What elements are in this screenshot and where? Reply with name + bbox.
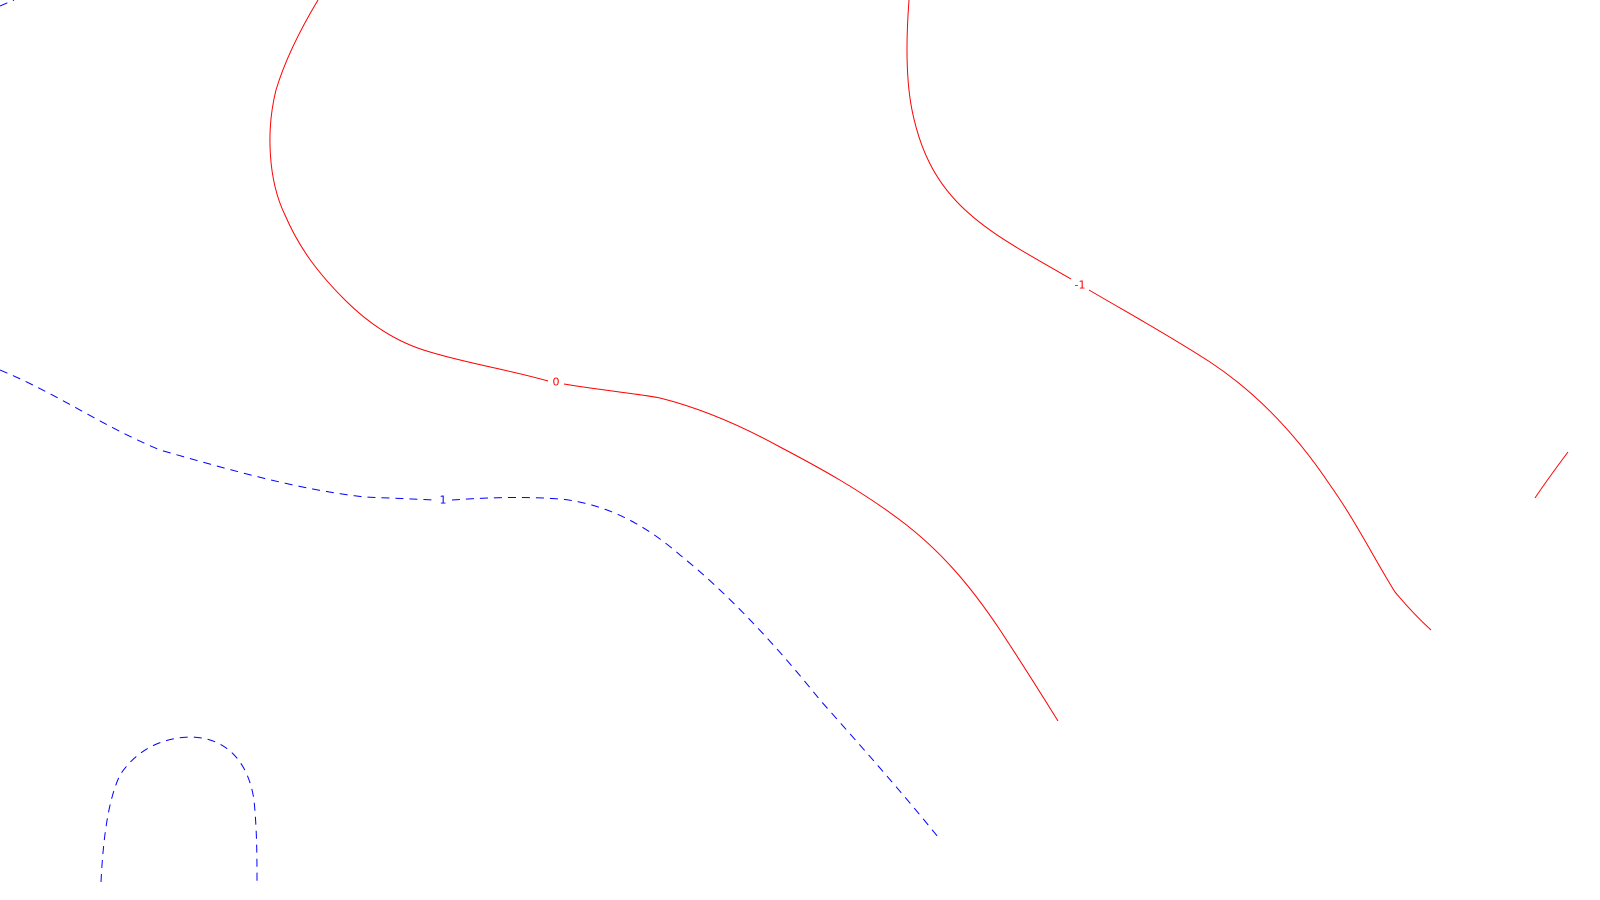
contour-right-edge-line [1534,451,1569,499]
contour-0-line [269,0,1059,722]
contour-0-label: 0 [553,376,560,389]
contour-1-label: 1 [440,494,447,507]
contour-minus-1-label: -1 [1075,279,1086,292]
contour-1-main-line [0,369,939,838]
contour-minus-1-line [906,0,1432,631]
contour-1-top-left-corner-line [0,0,15,7]
contour-1-lower-left-line [100,736,258,883]
